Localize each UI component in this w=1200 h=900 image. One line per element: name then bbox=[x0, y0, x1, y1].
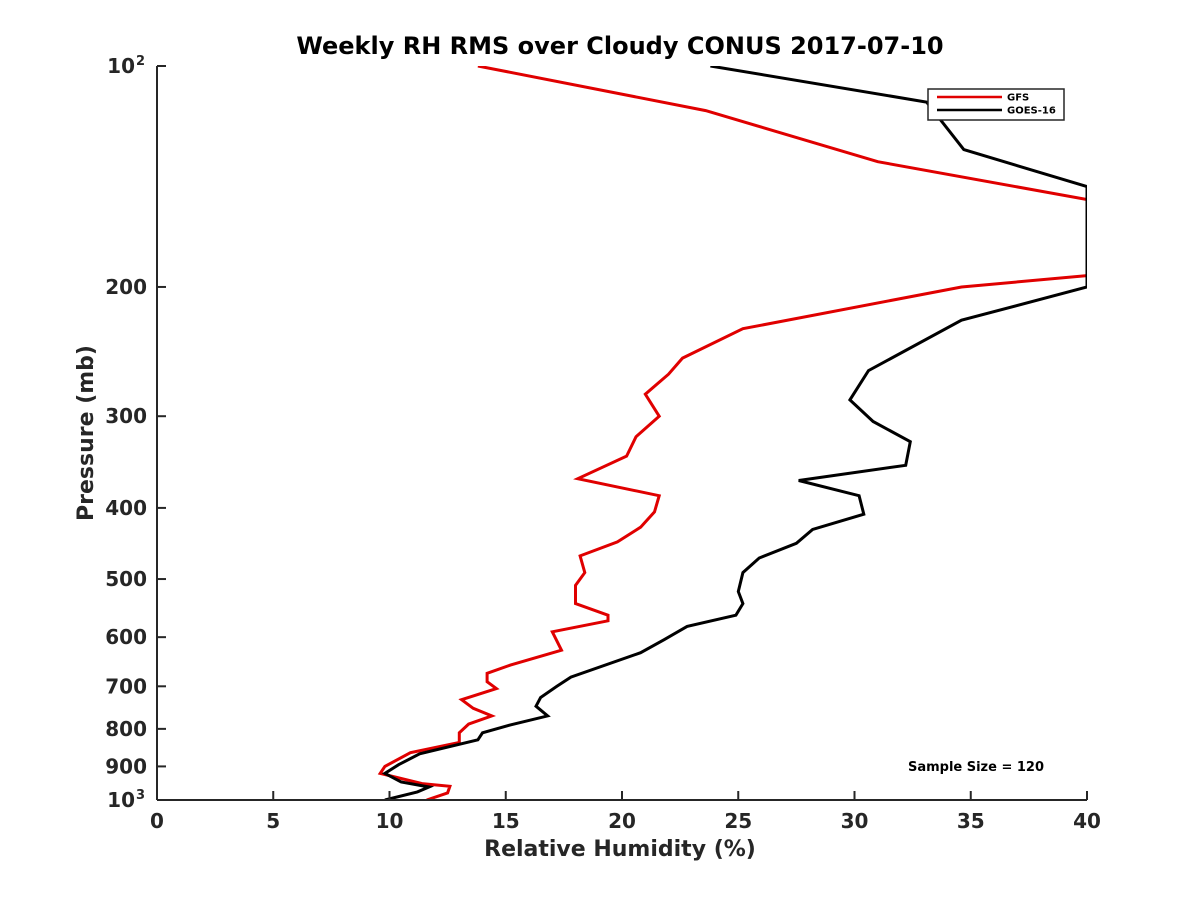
x-tick-label: 35 bbox=[957, 809, 985, 833]
legend-label: GFS bbox=[1007, 93, 1029, 104]
y-tick-label: 200 bbox=[105, 275, 147, 299]
y-axis-label: Pressure (mb) bbox=[74, 345, 99, 521]
x-tick-label: 10 bbox=[376, 809, 404, 833]
x-tick-label: 30 bbox=[841, 809, 869, 833]
legend-label: GOES-16 bbox=[1007, 106, 1056, 117]
y-tick-label: 10 bbox=[107, 788, 135, 812]
y-tick-label: 10 bbox=[107, 54, 135, 78]
y-tick-label: 600 bbox=[105, 625, 147, 649]
y-tick-exponent: 2 bbox=[136, 54, 145, 69]
legend: GFS GOES-16 bbox=[927, 88, 1065, 121]
x-axis-label: Relative Humidity (%) bbox=[484, 837, 756, 862]
x-tick-label: 40 bbox=[1073, 809, 1101, 833]
y-tick-label: 300 bbox=[105, 404, 147, 428]
y-tick-label: 900 bbox=[105, 754, 147, 778]
x-axis-ticks: 0 5 10 15 20 25 30 35 40 bbox=[150, 791, 1101, 833]
sample-size-annotation: Sample Size = 120 bbox=[908, 760, 1044, 775]
chart-title: Weekly RH RMS over Cloudy CONUS 2017-07-… bbox=[296, 32, 943, 60]
plot-area: 0 5 10 15 20 25 30 35 40 10 220030040050060070080… bbox=[105, 54, 1101, 833]
series-layer bbox=[377, 66, 1087, 800]
y-tick-label: 500 bbox=[105, 567, 147, 591]
y-tick-label: 700 bbox=[105, 674, 147, 698]
x-tick-label: 20 bbox=[608, 809, 636, 833]
x-tick-label: 0 bbox=[150, 809, 164, 833]
series-line-gfs bbox=[377, 66, 1087, 800]
series-line-goes-16 bbox=[381, 66, 1087, 800]
x-tick-label: 25 bbox=[724, 809, 752, 833]
legend-box bbox=[927, 88, 1065, 121]
x-tick-label: 15 bbox=[492, 809, 520, 833]
y-tick-exponent: 3 bbox=[136, 788, 145, 803]
y-tick-label: 800 bbox=[105, 717, 147, 741]
x-tick-label: 5 bbox=[266, 809, 280, 833]
y-tick-label: 400 bbox=[105, 496, 147, 520]
